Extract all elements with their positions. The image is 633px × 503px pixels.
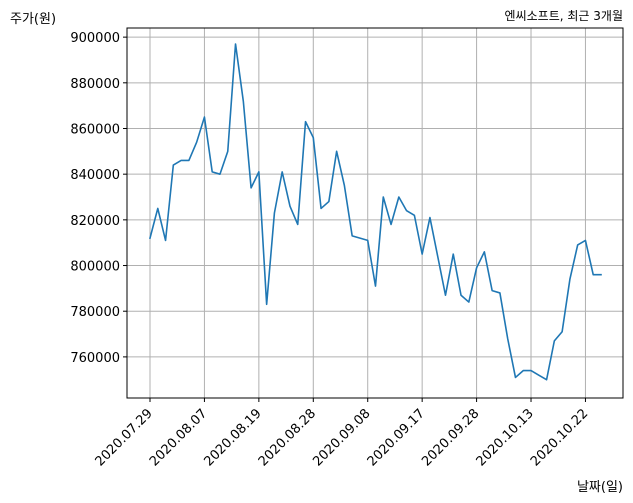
x-axis-title: 날짜(일) <box>577 480 623 495</box>
y-tick-label: 840000 <box>70 168 120 183</box>
chart-title: 엔씨소프트, 최근 3개월 <box>505 9 623 23</box>
x-tick-label: 2020.10.13 <box>474 406 537 469</box>
y-axis-title: 주가(원) <box>10 12 56 27</box>
y-tick-label: 880000 <box>70 77 120 92</box>
y-axis: 760000 780000 800000 820000 840000 860000 8800… <box>70 31 127 366</box>
y-tick-label: 860000 <box>70 122 120 137</box>
y-tick-label: 820000 <box>70 214 120 229</box>
x-axis: 2020.07.292020.08.072020.08.192020.08.28… <box>93 398 591 469</box>
x-tick-label: 2020.10.22 <box>528 406 591 469</box>
series-line <box>149 43 602 381</box>
x-tick-label: 2020.08.19 <box>201 406 264 469</box>
grid <box>127 28 623 398</box>
x-tick-label: 2020.07.29 <box>93 406 156 469</box>
x-tick-label: 2020.09.17 <box>365 406 428 469</box>
y-tick-label: 780000 <box>70 305 120 320</box>
x-tick-label: 2020.08.28 <box>256 406 319 469</box>
x-tick-label: 2020.09.08 <box>310 406 373 469</box>
plot-frame <box>126 27 624 399</box>
y-tick-label: 800000 <box>70 260 120 275</box>
y-tick-label: 760000 <box>70 351 120 366</box>
x-tick-label: 2020.09.28 <box>419 406 482 469</box>
y-tick-label: 900000 <box>70 31 120 46</box>
series-layer <box>149 43 602 381</box>
x-tick-label: 2020.08.07 <box>147 406 210 469</box>
